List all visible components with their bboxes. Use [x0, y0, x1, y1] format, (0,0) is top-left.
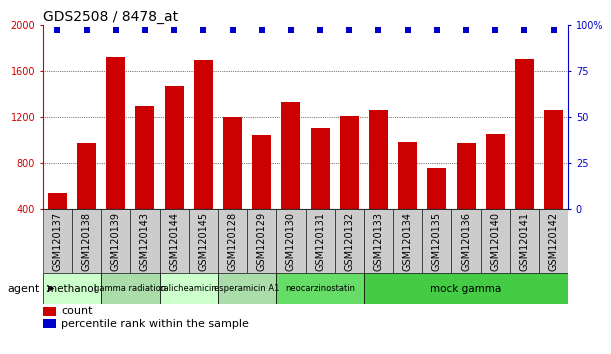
Bar [276, 273, 364, 304]
Bar [282, 102, 301, 255]
Text: mock gamma: mock gamma [430, 284, 502, 293]
Bar [164, 86, 184, 255]
Point [549, 28, 558, 33]
Bar [48, 193, 67, 255]
Bar [247, 209, 276, 273]
Text: neocarzinostatin: neocarzinostatin [285, 284, 355, 293]
Bar [159, 273, 218, 304]
Text: GSM120145: GSM120145 [199, 212, 208, 271]
Bar [422, 209, 452, 273]
Point [53, 28, 62, 33]
Point [491, 28, 500, 33]
Bar [340, 116, 359, 255]
Bar [218, 273, 276, 304]
Point [82, 28, 92, 33]
Bar [130, 209, 159, 273]
Bar [101, 273, 159, 304]
Bar [306, 209, 335, 273]
Text: GSM120128: GSM120128 [227, 212, 238, 271]
Text: GSM120140: GSM120140 [490, 212, 500, 271]
Bar [101, 209, 130, 273]
Point [228, 28, 238, 33]
Bar [159, 209, 189, 273]
Bar [43, 273, 101, 304]
Bar [398, 142, 417, 255]
Bar [276, 209, 306, 273]
Bar [544, 110, 563, 255]
Bar [486, 133, 505, 255]
Bar [369, 110, 388, 255]
Point [432, 28, 442, 33]
Text: GSM120130: GSM120130 [286, 212, 296, 271]
Point [140, 28, 150, 33]
Point [315, 28, 325, 33]
Point [461, 28, 471, 33]
Point [199, 28, 208, 33]
Bar [510, 209, 539, 273]
Bar [452, 209, 481, 273]
Bar [364, 209, 393, 273]
Text: gamma radiation: gamma radiation [94, 284, 166, 293]
Bar [364, 273, 568, 304]
Bar [218, 209, 247, 273]
Text: GDS2508 / 8478_at: GDS2508 / 8478_at [43, 10, 178, 24]
Text: methanol: methanol [47, 284, 97, 293]
Bar [515, 59, 534, 255]
Text: GSM120144: GSM120144 [169, 212, 179, 271]
Point [345, 28, 354, 33]
Bar [43, 307, 56, 316]
Bar [77, 143, 96, 255]
Bar [252, 135, 271, 255]
Text: GSM120129: GSM120129 [257, 212, 267, 271]
Bar [393, 209, 422, 273]
Text: GSM120142: GSM120142 [549, 212, 558, 271]
Point [169, 28, 179, 33]
Bar [106, 57, 125, 255]
Text: GSM120136: GSM120136 [461, 212, 471, 271]
Point [286, 28, 296, 33]
Bar [335, 209, 364, 273]
Bar [223, 117, 242, 255]
Text: GSM120139: GSM120139 [111, 212, 121, 271]
Text: GSM120134: GSM120134 [403, 212, 412, 271]
Text: GSM120143: GSM120143 [140, 212, 150, 271]
Bar [481, 209, 510, 273]
Text: GSM120135: GSM120135 [432, 212, 442, 271]
Text: percentile rank within the sample: percentile rank within the sample [61, 319, 249, 329]
Bar [427, 168, 447, 255]
Bar [72, 209, 101, 273]
Text: GSM120137: GSM120137 [53, 212, 62, 271]
Text: GSM120141: GSM120141 [519, 212, 530, 271]
Bar [189, 209, 218, 273]
Text: GSM120133: GSM120133 [373, 212, 384, 271]
Text: calicheamicin: calicheamicin [160, 284, 218, 293]
Bar [539, 209, 568, 273]
Bar [43, 209, 72, 273]
Bar [194, 61, 213, 255]
Text: GSM120132: GSM120132 [344, 212, 354, 271]
Text: esperamicin A1: esperamicin A1 [214, 284, 280, 293]
Point [403, 28, 412, 33]
Bar [43, 319, 56, 328]
Bar [136, 107, 155, 255]
Bar [310, 128, 329, 255]
Point [519, 28, 529, 33]
Point [257, 28, 266, 33]
Point [111, 28, 120, 33]
Point [373, 28, 383, 33]
Text: count: count [61, 306, 93, 316]
Text: agent: agent [7, 284, 40, 293]
Text: GSM120131: GSM120131 [315, 212, 325, 271]
Bar [456, 143, 475, 255]
Text: GSM120138: GSM120138 [81, 212, 92, 271]
